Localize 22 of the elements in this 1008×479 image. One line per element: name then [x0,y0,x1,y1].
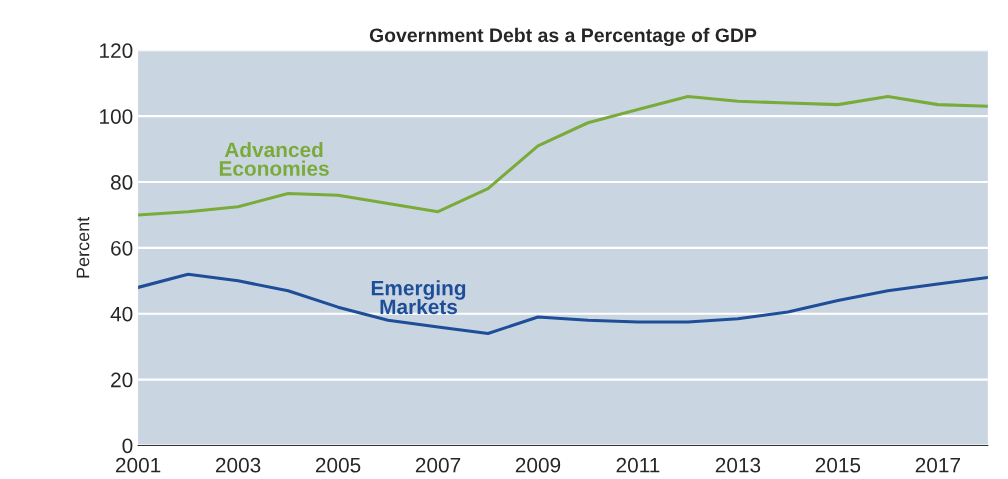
x-tick-label: 2011 [616,457,660,473]
x-tick-label: 2005 [315,457,361,473]
y-tick-label: 120 [100,43,133,59]
y-tick-label: 0 [122,438,133,454]
series-label: Emerging Markets [371,280,466,315]
y-tick-label: 80 [110,175,133,190]
chart-title: Government Debt as a Percentage of GDP [369,27,757,47]
x-tick-label: 2017 [915,457,960,473]
y-tick-label: 20 [111,372,133,388]
y-tick-label: 60 [111,240,133,256]
y-tick-label: 40 [110,306,133,322]
x-tick-label: 2003 [215,457,261,473]
x-tick-label: 2015 [815,457,861,473]
line-series [138,272,988,336]
y-axis-title: Percent [76,216,90,278]
x-tick-label: 2007 [415,457,461,473]
line-series [138,94,988,217]
y-tick-label: 100 [100,109,133,124]
x-tick-label: 2009 [515,457,561,473]
series-label: Advanced Economies [219,141,329,176]
x-tick-label: 2013 [715,457,761,473]
x-tick-label: 2001 [115,457,161,473]
